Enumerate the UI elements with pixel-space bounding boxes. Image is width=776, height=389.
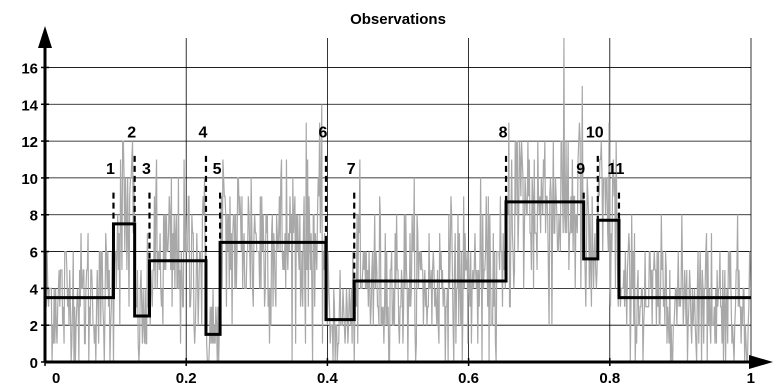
y-tick-label: 4: [30, 281, 39, 298]
observation-trace: [44, 37, 751, 363]
x-tick-label: 0.2: [176, 370, 197, 387]
x-tick-label: 0.8: [599, 370, 620, 387]
change-point-label: 7: [347, 161, 356, 178]
change-point-label: 3: [142, 161, 151, 178]
y-tick-label: 8: [30, 208, 38, 225]
step-estimate-line: [45, 200, 751, 336]
change-point-label: 1: [106, 161, 115, 178]
y-tick-label: 14: [21, 97, 38, 114]
y-axis-arrow-icon: [38, 26, 52, 48]
observations-noise-series: [44, 37, 751, 363]
change-point-label: 4: [199, 124, 208, 141]
change-point-markers: 1 2 3 4 5 6 7 8 9 10 11: [106, 124, 625, 281]
x-tick-label: 0.4: [317, 370, 339, 387]
y-tick-label: 16: [21, 60, 38, 77]
y-tick-label: 0: [30, 355, 38, 372]
change-point-label: 2: [127, 124, 136, 141]
step-estimate-series: [45, 200, 751, 336]
x-tick-label: 0.6: [458, 370, 479, 387]
x-tick-label: 0: [52, 370, 60, 387]
change-point-label: 5: [213, 161, 222, 178]
change-point-label: 9: [576, 161, 585, 178]
chart-title: Observations: [350, 11, 446, 28]
change-point-label: 6: [319, 124, 328, 141]
change-point-label: 11: [608, 161, 625, 178]
x-tick-label: 1: [747, 370, 755, 387]
y-tick-label: 6: [30, 245, 38, 262]
change-point-label: 8: [499, 124, 508, 141]
axes: [38, 26, 773, 369]
x-axis-arrow-icon: [749, 355, 773, 369]
change-point-label: 10: [586, 124, 604, 141]
y-tick-label: 10: [21, 171, 38, 188]
y-tick-label: 2: [30, 318, 38, 335]
y-tick-label: 12: [21, 134, 38, 151]
